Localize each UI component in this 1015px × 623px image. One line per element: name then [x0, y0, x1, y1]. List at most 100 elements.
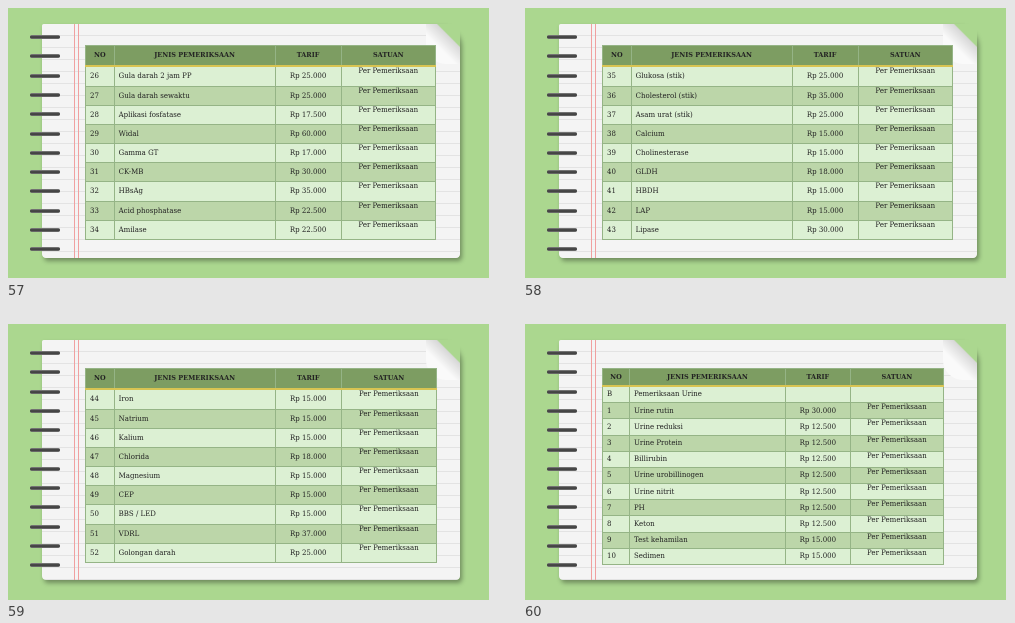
table-row: 51 VDRL Rp 37.000 Per Pemeriksaan [85, 523, 438, 544]
table-row: 30 Gamma GT Rp 17.000 Per Pemeriksaan [85, 143, 437, 164]
table-cell: Rp 12.500 [784, 434, 851, 452]
table-cell: 35 [602, 65, 632, 87]
spiral-ring [547, 150, 577, 155]
table-cell: Per Pemeriksaan [849, 418, 945, 436]
table-cell: Per Pemeriksaan [340, 523, 438, 544]
table-cell [784, 385, 851, 404]
table-cell: 46 [85, 427, 115, 448]
price-table: NO JENIS PEMERIKSAAN TARIF SATUAN 44 Iron Rp 1… [85, 367, 438, 564]
spiral-ring [547, 247, 577, 252]
margin-line [74, 340, 79, 580]
spiral-ring [30, 408, 60, 413]
spiral-ring [30, 428, 60, 433]
slide-thumbnail: NO JENIS PEMERIKSAAN TARIF SATUAN 44 Iron Rp 1… [8, 324, 489, 600]
header-cell: JENIS PEMERIKSAAN [630, 44, 793, 67]
table-cell: 2 [602, 418, 630, 436]
table-cell: 42 [602, 200, 632, 221]
header-cell: JENIS PEMERIKSAAN [628, 367, 786, 387]
table-cell: Rp 15.000 [791, 181, 859, 202]
table-cell: 50 [85, 504, 115, 525]
slide-thumbnail: NO JENIS PEMERIKSAAN TARIF SATUAN 35 Glukosa … [525, 8, 1006, 278]
table-cell: BBS / LED [113, 504, 276, 525]
table-cell: Per Pemeriksaan [849, 450, 945, 468]
table-cell: Rp 15.000 [274, 485, 342, 506]
spiral-ring [30, 505, 60, 510]
header-cell: TARIF [784, 367, 851, 387]
table-cell: 4 [602, 450, 630, 468]
table-cell: 52 [85, 542, 115, 564]
table-row: 2 Urine reduksi Rp 12.500 Per Pemeriksaan [602, 418, 945, 436]
table-cell: Per Pemeriksaan [340, 542, 438, 564]
table-row: 8 Keton Rp 12.500 Per Pemeriksaan [602, 515, 945, 533]
table-cell: Pemeriksaan Urine [628, 385, 786, 404]
table-row: 34 Amilase Rp 22.500 Per Pemeriksaan [85, 219, 437, 241]
table-row: 37 Asam urat (stik) Rp 25.000 Per Pemeriksa… [602, 104, 954, 125]
table-cell: Per Pemeriksaan [340, 408, 438, 429]
table-cell: 5 [602, 466, 630, 485]
table-cell: PH [628, 499, 786, 517]
spiral-ring [30, 208, 60, 213]
header-cell: SATUAN [849, 367, 945, 387]
spiral-ring [30, 54, 60, 59]
table-cell: Per Pemeriksaan [857, 219, 954, 241]
table-cell: 44 [85, 388, 115, 410]
table-cell: Rp 25.000 [791, 65, 859, 87]
spiral-ring [547, 92, 577, 97]
table-cell: 8 [602, 515, 630, 533]
table-cell: Per Pemeriksaan [340, 104, 437, 125]
table-cell: 6 [602, 483, 630, 501]
table-cell: Per Pemeriksaan [849, 402, 945, 420]
table-row: 1 Urine rutin Rp 30.000 Per Pemeriksaan [602, 402, 945, 420]
table-cell: CEP [113, 485, 276, 506]
slide-number: 58 [525, 284, 542, 299]
table-cell: Natrium [113, 408, 276, 429]
table-cell: Rp 15.000 [274, 408, 342, 429]
spiral-ring [547, 351, 577, 355]
table-row: 46 Kalium Rp 15.000 Per Pemeriksaan [85, 427, 438, 448]
header-row: NO JENIS PEMERIKSAAN TARIF SATUAN [602, 367, 945, 387]
spiral-ring [30, 389, 60, 394]
table-cell: HBDH [630, 181, 793, 202]
table-cell: 27 [85, 85, 115, 106]
table-cell: Per Pemeriksaan [340, 466, 438, 487]
table-cell: 7 [602, 499, 630, 517]
header-row: NO JENIS PEMERIKSAAN TARIF SATUAN [85, 44, 437, 67]
table-cell: Per Pemeriksaan [340, 427, 438, 448]
spiral-ring [547, 544, 577, 548]
table-row: 41 HBDH Rp 15.000 Per Pemeriksaan [602, 181, 954, 202]
table-cell: 47 [85, 446, 115, 468]
table-cell: Per Pemeriksaan [849, 547, 945, 566]
table-row: 26 Gula darah 2 jam PP Rp 25.000 Per Pemeri… [85, 65, 437, 87]
table-cell: Rp 15.000 [274, 388, 342, 410]
spiral-ring [30, 35, 60, 39]
table-cell: Per Pemeriksaan [849, 515, 945, 533]
slide-number: 59 [8, 605, 25, 620]
spiral-ring [30, 544, 60, 548]
table-row: 32 HBsAg Rp 35.000 Per Pemeriksaan [85, 181, 437, 202]
table-row: 4 Billirubin Rp 12.500 Per Pemeriksaan [602, 450, 945, 468]
table-cell: Rp 18.000 [274, 446, 342, 468]
table-cell: Magnesium [113, 466, 276, 487]
price-table: NO JENIS PEMERIKSAAN TARIF SATUAN B Pemeriksa… [602, 367, 945, 566]
table-cell: Urine Protein [628, 434, 786, 452]
header-row: NO JENIS PEMERIKSAAN TARIF SATUAN [85, 367, 438, 390]
header-cell: JENIS PEMERIKSAAN [113, 367, 276, 390]
table-cell: Rp 17.500 [274, 104, 342, 125]
table-cell: Acid phosphatase [113, 200, 276, 221]
table-cell: Rp 18.000 [791, 162, 859, 183]
table-cell [849, 385, 945, 404]
table-cell: Rp 15.000 [791, 200, 859, 221]
header-cell: NO [602, 367, 630, 387]
header-cell: TARIF [274, 367, 342, 390]
table-cell: Asam urat (stik) [630, 104, 793, 125]
table-cell: Per Pemeriksaan [340, 388, 438, 410]
table-cell: 48 [85, 466, 115, 487]
spiral-ring [547, 563, 577, 568]
table-cell: Rp 30.000 [791, 219, 859, 241]
table-cell: Per Pemeriksaan [857, 65, 954, 87]
table-cell: Urine urobillinogen [628, 466, 786, 485]
table-cell: 49 [85, 485, 115, 506]
table-row: 50 BBS / LED Rp 15.000 Per Pemeriksaan [85, 504, 438, 525]
table-cell: LAP [630, 200, 793, 221]
table-row: 52 Golongan darah Rp 25.000 Per Pemeriksaan [85, 542, 438, 564]
